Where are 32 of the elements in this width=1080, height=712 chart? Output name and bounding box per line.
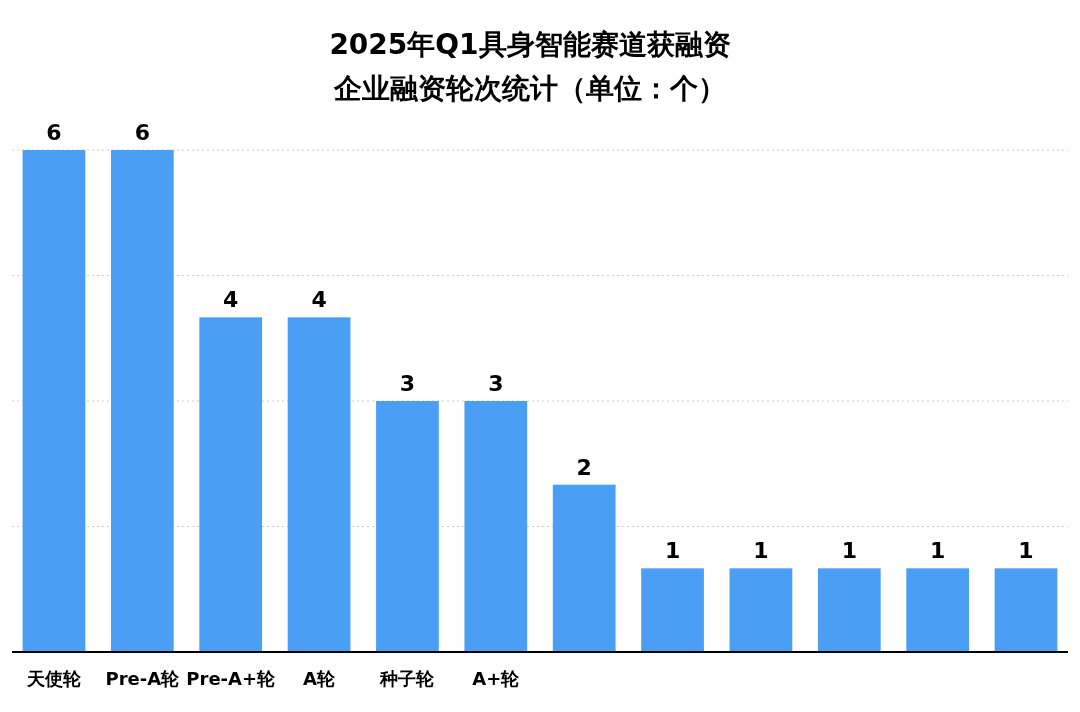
data-label: 4 bbox=[223, 287, 239, 313]
x-tick-label: A+轮 bbox=[472, 668, 521, 689]
data-label: 6 bbox=[134, 120, 150, 145]
data-label: 3 bbox=[488, 371, 504, 396]
data-label: 1 bbox=[1018, 538, 1034, 564]
bar bbox=[729, 568, 793, 652]
x-tick-label: 种子轮 bbox=[379, 668, 436, 689]
x-tick-label: Pre-A轮 bbox=[105, 668, 181, 689]
bar bbox=[464, 401, 528, 652]
data-label: 3 bbox=[399, 371, 416, 396]
bar bbox=[376, 401, 439, 652]
bar bbox=[22, 150, 86, 652]
data-label: 4 bbox=[311, 287, 327, 313]
bar bbox=[817, 568, 881, 652]
bar bbox=[199, 317, 263, 652]
data-label: 1 bbox=[753, 538, 769, 564]
chart-title: 2025年Q1具身智能赛道获融资 bbox=[329, 28, 731, 61]
data-label: 1 bbox=[841, 538, 857, 564]
x-tick-label: 天使轮 bbox=[25, 668, 82, 689]
data-label: 1 bbox=[930, 538, 946, 564]
data-label: 6 bbox=[46, 120, 62, 145]
data-label: 2 bbox=[576, 454, 592, 480]
bar bbox=[110, 150, 174, 652]
chart-subtitle: 企业融资轮次统计（单位：个） bbox=[333, 72, 726, 105]
bar bbox=[641, 568, 704, 652]
bar bbox=[552, 484, 616, 652]
bar bbox=[906, 568, 970, 652]
x-tick-label: Pre-A+轮 bbox=[186, 668, 277, 689]
bar bbox=[994, 568, 1058, 652]
x-tick-label: A轮 bbox=[303, 668, 337, 689]
bar bbox=[287, 317, 351, 652]
data-label: 1 bbox=[664, 538, 681, 564]
